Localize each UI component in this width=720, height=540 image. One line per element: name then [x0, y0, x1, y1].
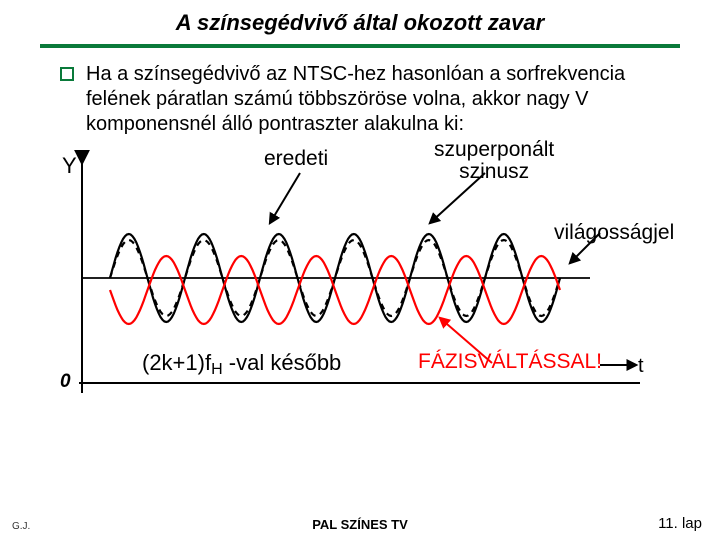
- kesobb-pre: (2k+1)f: [142, 350, 211, 375]
- footer-page: 11. lap: [658, 515, 702, 532]
- footer-title: PAL SZÍNES TV: [0, 517, 720, 532]
- bullet-text-block: Ha a színsegédvivő az NTSC-hez hasonlóan…: [60, 62, 660, 137]
- szuperponalt-label: szuperponált szinusz: [434, 139, 554, 183]
- eredeti-label: eredeti: [264, 147, 328, 171]
- bullet-text: Ha a színsegédvivő az NTSC-hez hasonlóan…: [86, 63, 625, 135]
- kesobb-sub: H: [211, 361, 223, 378]
- bullet-icon: [60, 67, 74, 81]
- szuperponalt-line1: szuperponált: [434, 138, 554, 161]
- kesobb-label: (2k+1)fH -val később: [142, 350, 341, 379]
- kesobb-post: -val később: [229, 350, 342, 375]
- fazisvaltassal-label: FÁZISVÁLTÁSSAL!: [418, 350, 602, 374]
- waveform-diagram: Y eredeti szuperponált szinusz világossá…: [40, 143, 680, 423]
- waveform-svg: [40, 143, 680, 423]
- title-underline: [40, 44, 680, 48]
- szuperponalt-line2: szinusz: [459, 160, 529, 183]
- zero-label: 0: [60, 371, 71, 393]
- slide-title: A színsegédvivő által okozott zavar: [0, 0, 720, 44]
- t-axis-label: t: [638, 355, 644, 378]
- vilagossagjel-label: világosságjel: [554, 221, 674, 245]
- y-axis-label: Y: [62, 153, 77, 179]
